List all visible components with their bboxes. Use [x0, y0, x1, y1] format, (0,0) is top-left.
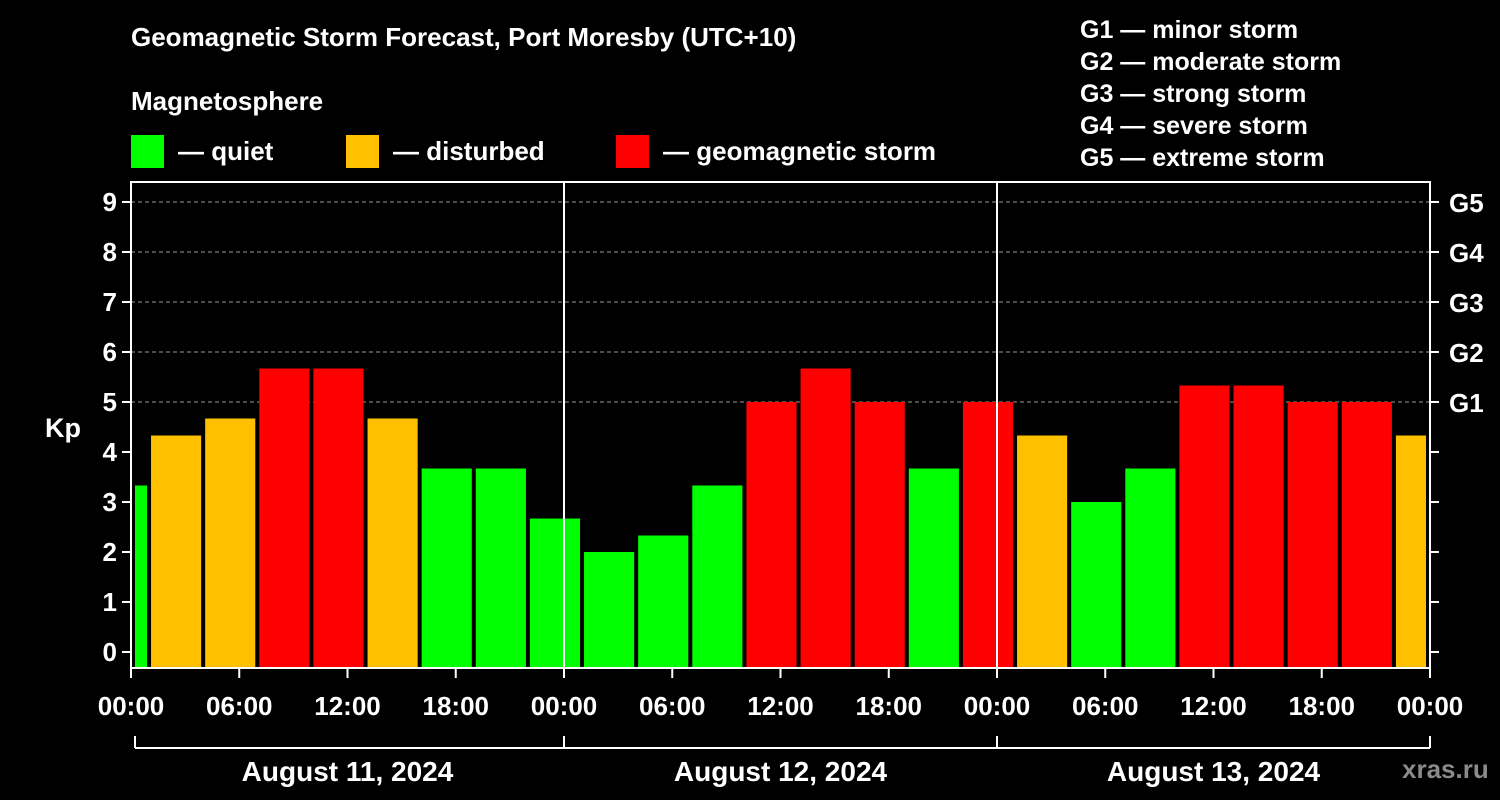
- y-tick-label: 9: [103, 187, 117, 217]
- bar-storm: [259, 368, 310, 668]
- bar-storm: [1341, 402, 1392, 668]
- plot-frame: [122, 181, 1439, 749]
- day-label: August 13, 2024: [1107, 756, 1321, 787]
- watermark: xras.ru: [1402, 754, 1489, 784]
- legend-item-quiet: — quiet: [131, 134, 273, 168]
- legend-item-disturbed: — disturbed: [346, 134, 545, 168]
- storm-level-label-g2: G2: [1449, 338, 1484, 368]
- storm-scale-g2: G2 — moderate storm: [1080, 48, 1342, 76]
- bar-disturbed: [1017, 435, 1068, 668]
- bar-storm: [1179, 385, 1230, 668]
- storm-level-label-g4: G4: [1449, 238, 1484, 268]
- x-tick-label: 18:00: [423, 691, 490, 721]
- bar-quiet: [135, 485, 148, 668]
- bar-quiet: [475, 468, 526, 668]
- axis-labels: 0 1 2 3 4 5 6 7 8 9 G1 G2 G3 G4 G5 00:00 06:00 12:00 18:00…: [98, 187, 1484, 787]
- y-tick-label: 4: [103, 437, 118, 467]
- x-tick-label: 12:00: [747, 691, 814, 721]
- legend-label-storm: — geomagnetic storm: [663, 135, 937, 166]
- y-tick-label: 6: [103, 337, 117, 367]
- bar-storm: [962, 402, 1014, 668]
- day-label: August 12, 2024: [674, 756, 888, 787]
- bar-storm: [1287, 402, 1338, 668]
- storm-level-label-g1: G1: [1449, 388, 1484, 418]
- storm-scale-g1: G1 — minor storm: [1080, 16, 1299, 44]
- x-tick-label: 12:00: [1180, 691, 1247, 721]
- bar-quiet: [584, 552, 635, 668]
- storm-scale-list: G1 — minor storm G2 — moderate storm G3 …: [1080, 14, 1341, 174]
- x-tick-label: 00:00: [964, 691, 1031, 721]
- bar-disturbed: [151, 435, 202, 668]
- bar-storm: [746, 402, 797, 668]
- y-tick-label: 3: [103, 487, 117, 517]
- bar-quiet: [529, 518, 581, 668]
- x-tick-label: 00:00: [98, 691, 165, 721]
- storm-scale-g3: G3 — strong storm: [1080, 80, 1307, 108]
- bar-disturbed: [205, 418, 256, 668]
- x-tick-label: 18:00: [1289, 691, 1356, 721]
- y-tick-label: 7: [103, 287, 117, 317]
- chart-title: Geomagnetic Storm Forecast, Port Moresby…: [131, 22, 797, 52]
- x-tick-label: 00:00: [531, 691, 598, 721]
- bar-quiet: [638, 535, 689, 668]
- legend-label-disturbed: — disturbed: [393, 135, 545, 166]
- bar-quiet: [1071, 502, 1122, 668]
- bar-storm: [1233, 385, 1284, 668]
- x-tick-label: 06:00: [639, 691, 706, 721]
- storm-scale-g5: G5 — extreme storm: [1080, 144, 1325, 172]
- y-tick-label: 2: [103, 537, 117, 567]
- bar-quiet: [421, 468, 472, 668]
- storm-level-label-g5: G5: [1449, 188, 1484, 218]
- bar-quiet: [692, 485, 743, 668]
- y-tick-label: 8: [103, 237, 117, 267]
- x-tick-label: 00:00: [1397, 691, 1464, 721]
- x-tick-label: 12:00: [314, 691, 381, 721]
- y-tick-label: 1: [103, 587, 117, 617]
- day-label: August 11, 2024: [242, 756, 454, 787]
- storm-level-label-g3: G3: [1449, 288, 1484, 318]
- bar-storm: [854, 402, 905, 668]
- bar-disturbed: [367, 418, 418, 668]
- y-tick-label: 0: [103, 637, 117, 667]
- bars: [135, 368, 1426, 668]
- y-tick-label: 5: [103, 387, 117, 417]
- bar-storm: [800, 368, 851, 668]
- bar-disturbed: [1395, 435, 1426, 668]
- x-tick-label: 18:00: [856, 691, 923, 721]
- storm-scale-g4: G4 — severe storm: [1080, 112, 1308, 140]
- legend-label-quiet: — quiet: [178, 135, 274, 166]
- bar-quiet: [1125, 468, 1176, 668]
- legend-swatch-quiet: [131, 134, 164, 168]
- bar-quiet: [908, 468, 959, 668]
- x-tick-label: 06:00: [206, 691, 273, 721]
- legend-heading: Magnetosphere: [131, 86, 324, 116]
- y-axis-label: Kp: [45, 413, 81, 443]
- x-tick-label: 06:00: [1072, 691, 1139, 721]
- bar-storm: [313, 368, 364, 668]
- legend-swatch-storm: [616, 134, 649, 168]
- legend-item-storm: — geomagnetic storm: [616, 134, 936, 168]
- legend-swatch-disturbed: [346, 134, 379, 168]
